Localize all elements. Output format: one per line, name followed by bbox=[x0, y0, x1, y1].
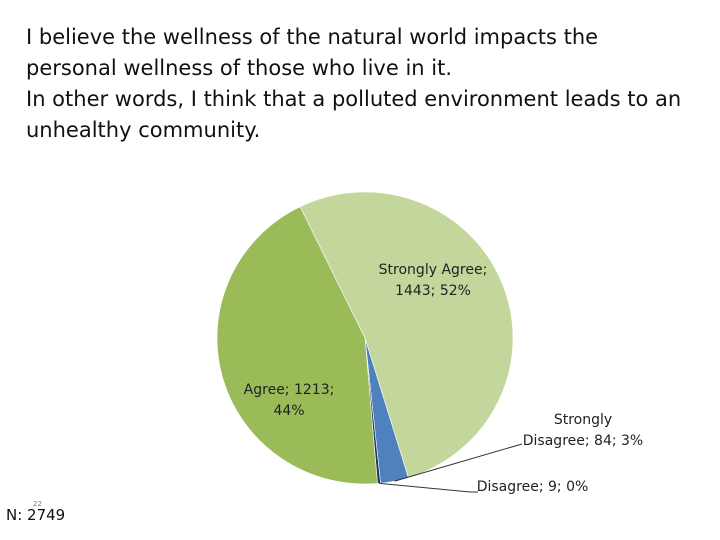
leader-line-strongly-disagree bbox=[394, 443, 523, 482]
data-label-agree: Agree; 1213; 44% bbox=[234, 380, 344, 422]
data-label-strongly-agree: Strongly Agree; 1443; 52% bbox=[368, 260, 498, 302]
pie-slice-strongly-agree bbox=[299, 191, 514, 478]
data-label-strongly-disagree: Strongly Disagree; 84; 3% bbox=[518, 410, 648, 452]
data-label-line: 1443; 52% bbox=[395, 283, 471, 299]
data-label-line: Agree; 1213; bbox=[243, 382, 335, 398]
data-label-disagree: Disagree; 9; 0% bbox=[470, 477, 595, 498]
data-label-line: Strongly bbox=[553, 412, 613, 428]
data-label-line: Strongly Agree; bbox=[378, 262, 488, 278]
title-line: In other words, I think that a polluted … bbox=[26, 87, 682, 111]
title-line: I believe the wellness of the natural wo… bbox=[26, 25, 599, 49]
title-line: personal wellness of those who live in i… bbox=[26, 56, 453, 80]
slide-number: 22 bbox=[33, 500, 42, 508]
data-label-line: Disagree; 84; 3% bbox=[522, 433, 644, 449]
sample-size-label: N: 2749 bbox=[6, 506, 66, 524]
title-line: unhealthy community. bbox=[26, 118, 261, 142]
data-label-line: 44% bbox=[273, 403, 305, 419]
data-label-line: Disagree; 9; 0% bbox=[476, 479, 589, 495]
leader-line-disagree bbox=[378, 482, 478, 493]
chart-title: I believe the wellness of the natural wo… bbox=[26, 22, 706, 146]
pie-slice-agree bbox=[216, 206, 378, 485]
